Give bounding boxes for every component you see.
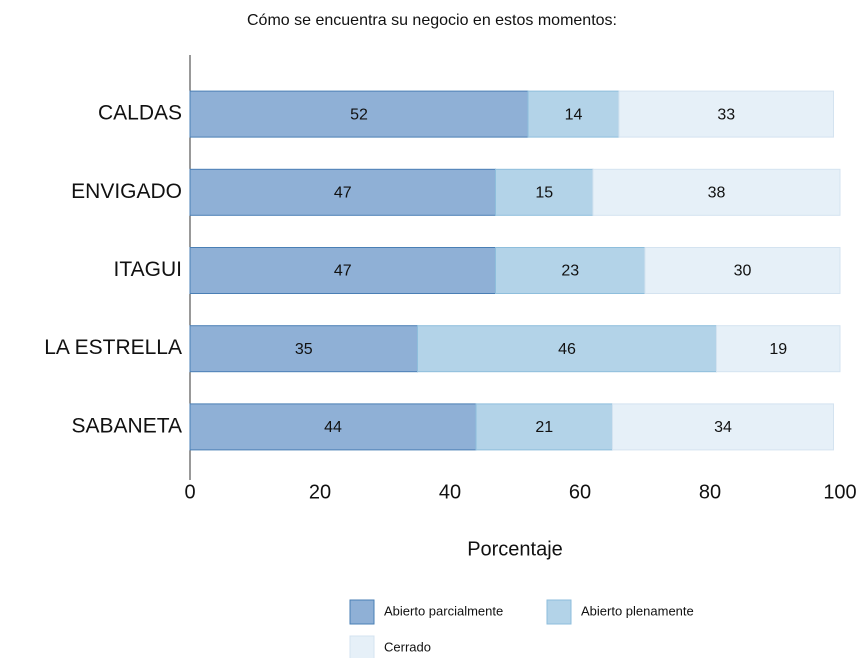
x-tick-label: 20 [309, 481, 331, 503]
data-label: 23 [561, 263, 579, 280]
x-tick-label: 100 [823, 481, 856, 503]
data-label: 35 [295, 341, 313, 358]
data-label: 46 [558, 341, 576, 358]
x-tick-label: 80 [699, 481, 721, 503]
data-label: 19 [769, 341, 787, 358]
x-tick-label: 40 [439, 481, 461, 503]
data-label: 44 [324, 419, 342, 436]
bar-segment [612, 403, 834, 451]
legend-swatch [349, 635, 375, 658]
data-label: 30 [734, 263, 752, 280]
legend-label: Cerrado [384, 639, 431, 654]
legend-swatch [546, 599, 572, 625]
legend-swatch [349, 599, 375, 625]
data-label: 38 [708, 185, 726, 202]
y-tick-label: ITAGUI [114, 258, 182, 281]
x-tick-label: 60 [569, 481, 591, 503]
legend-label: Abierto parcialmente [384, 603, 503, 618]
y-tick-label: CALDAS [98, 102, 182, 125]
bar-segment [475, 403, 613, 451]
legend-label: Abierto plenamente [581, 603, 694, 618]
bar-segment [189, 325, 418, 373]
bar-segment [189, 403, 477, 451]
y-tick-label: SABANETA [72, 414, 182, 437]
bar-segment [716, 325, 841, 373]
bar-segment [417, 325, 717, 373]
y-tick-label: LA ESTRELLA [44, 336, 182, 359]
bar-segment [527, 90, 620, 138]
bar-segment [592, 168, 841, 216]
chart-title: Cómo se encuentra su negocio en estos mo… [247, 12, 617, 29]
data-label: 14 [565, 106, 583, 123]
bar-segment [644, 247, 841, 294]
bar-segment [618, 90, 834, 138]
data-label: 21 [535, 419, 553, 436]
y-tick-label: ENVIGADO [71, 180, 182, 203]
x-axis-label: Porcentaje [467, 538, 563, 560]
bar-segment [189, 90, 529, 138]
data-label: 47 [334, 185, 352, 202]
data-label: 47 [334, 263, 352, 280]
data-label: 52 [350, 106, 368, 123]
x-tick-label: 0 [184, 481, 195, 503]
data-label: 34 [714, 419, 732, 436]
data-label: 33 [717, 106, 735, 123]
data-label: 15 [535, 185, 553, 202]
